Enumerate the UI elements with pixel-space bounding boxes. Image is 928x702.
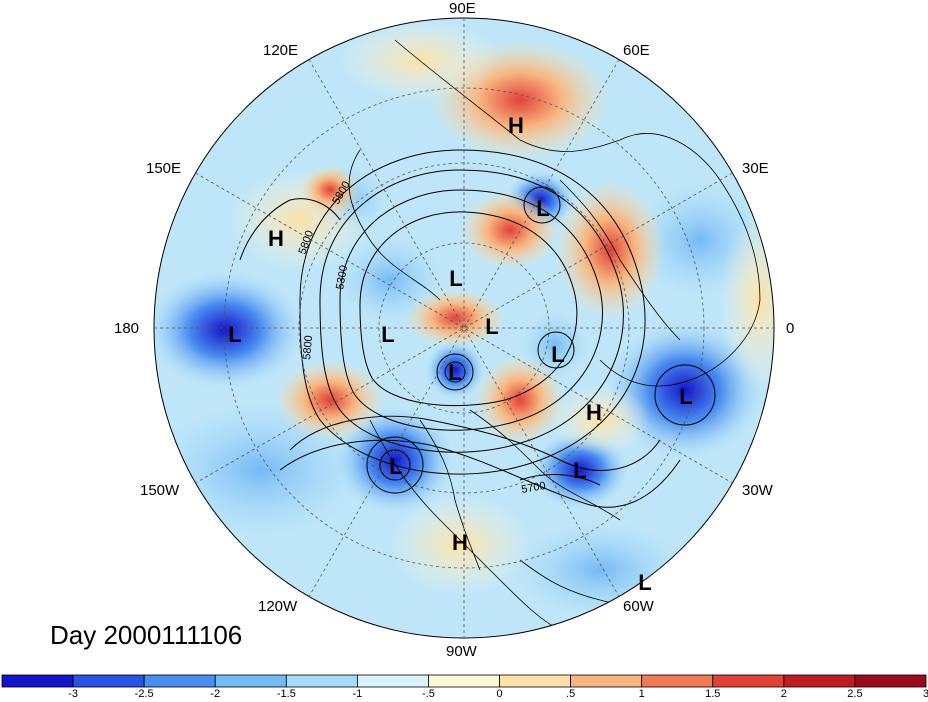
colorbar-box xyxy=(214,674,287,688)
high-pressure-center: H xyxy=(586,400,602,425)
graticule xyxy=(153,17,775,639)
low-pressure-center: L xyxy=(551,342,564,367)
contour-label: 5300 xyxy=(334,264,350,290)
colorbar-tick-label: -2 xyxy=(210,688,221,700)
colorbar-box xyxy=(1,674,74,688)
longitude-label-60e: 60E xyxy=(623,42,650,59)
low-pressure-center: L xyxy=(679,384,692,409)
low-pressure-center: L xyxy=(449,266,462,291)
colorbar-tick-label: -2.5 xyxy=(134,688,154,700)
colorbar-box xyxy=(499,674,572,688)
colorbar-tick-label: .5 xyxy=(566,688,576,700)
low-pressure-center: L xyxy=(485,314,498,339)
colorbar-tick-label: -1.5 xyxy=(276,688,296,700)
colorbar-tick-label: -3 xyxy=(68,688,78,700)
high-pressure-center: H xyxy=(268,226,284,251)
low-pressure-center: L xyxy=(381,322,394,347)
contour-label: 5800 xyxy=(301,335,315,360)
low-pressure-center: L xyxy=(573,458,586,483)
longitude-label-180: 180 xyxy=(114,320,140,337)
low-pressure-center: L xyxy=(389,454,402,479)
colorbar-box xyxy=(641,674,714,688)
colorbar-tick-label: 1.5 xyxy=(705,688,721,700)
contour-label: 5700 xyxy=(520,480,546,496)
longitude-label-90e: 90E xyxy=(449,0,476,17)
low-pressure-center: L xyxy=(536,196,549,221)
colorbar-tick-label: 2 xyxy=(780,688,787,700)
longitude-label-120w: 120W xyxy=(258,598,298,615)
low-pressure-center: L xyxy=(228,322,241,347)
colorbar-box xyxy=(428,674,500,688)
longitude-label-30w: 30W xyxy=(742,482,773,499)
longitude-label-30e: 30E xyxy=(742,160,769,177)
colorbar xyxy=(1,674,927,688)
low-pressure-center: L xyxy=(638,570,651,595)
colorbar-box xyxy=(285,674,358,688)
high-pressure-center: H xyxy=(452,530,468,555)
colorbar-box xyxy=(712,674,785,688)
colorbar-tick-label: -1 xyxy=(352,688,363,700)
longitude-label-0: 0 xyxy=(786,320,795,337)
colorbar-tick-label: 2.5 xyxy=(847,688,863,700)
map-title: Day 2000111106 xyxy=(50,620,243,650)
colorbar-box xyxy=(356,674,429,688)
height-contours xyxy=(239,149,716,508)
longitude-label-60w: 60W xyxy=(623,598,654,615)
colorbar-tick-label: -.5 xyxy=(422,688,435,700)
colorbar-tick-label: 1 xyxy=(638,688,645,700)
colorbar-box xyxy=(143,674,216,688)
high-pressure-center: H xyxy=(508,113,524,138)
colorbar-box xyxy=(570,674,643,688)
longitude-label-150w: 150W xyxy=(140,482,180,499)
colorbar-box xyxy=(72,674,145,688)
colorbar-box xyxy=(783,674,856,688)
longitude-label-90w: 90W xyxy=(446,643,477,660)
colorbar-tick-label: 3 xyxy=(922,688,928,700)
longitude-label-150e: 150E xyxy=(146,160,182,177)
pressure-centers: H L H L L L L L L L H L L L H L xyxy=(228,113,692,595)
colorbar-box xyxy=(854,674,927,688)
longitude-label-120e: 120E xyxy=(263,42,299,59)
low-pressure-center: L xyxy=(448,360,461,385)
colorbar-tick-label: 0 xyxy=(496,688,503,700)
